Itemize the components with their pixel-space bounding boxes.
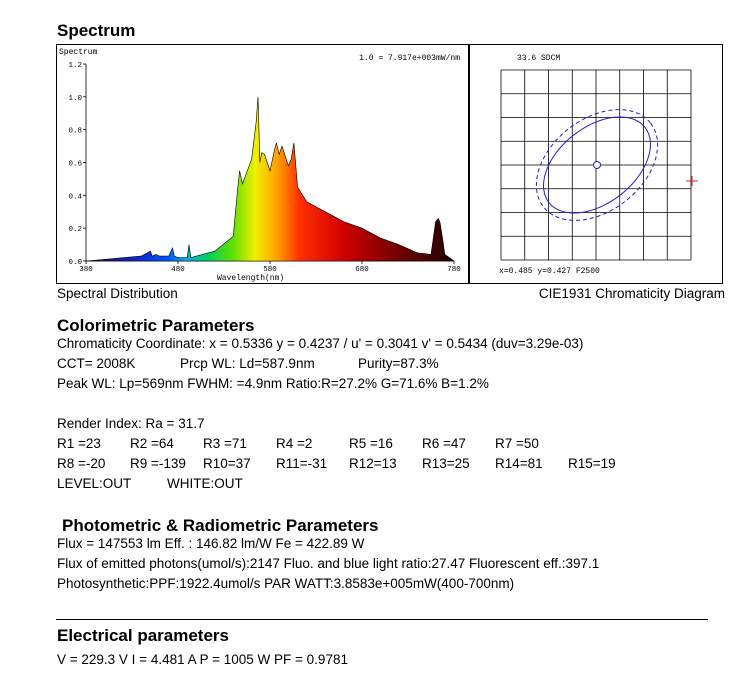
x-tick-label: 380 [79, 266, 93, 274]
y-tick-label: 1.0 [68, 95, 82, 103]
r-value: R3 =71 [203, 436, 247, 451]
prcp-wl-value: Prcp WL: Ld=587.9nm [180, 356, 315, 371]
tolerance-ellipse-outer [535, 109, 659, 221]
y-tick-label: 0.6 [68, 161, 82, 169]
section-divider [56, 619, 708, 620]
peak-wl-line: Peak WL: Lp=569nm FWHM: =4.9nm Ratio:R=2… [57, 376, 489, 391]
photon-line: Flux of emitted photons(umol/s):2147 Flu… [57, 556, 600, 571]
electrical-heading: Electrical parameters [57, 626, 229, 645]
tolerance-ellipse-inner [543, 116, 651, 214]
r-value: R4 =2 [276, 436, 313, 451]
y-tick-label: 0.8 [68, 128, 82, 136]
measured-point-marker [686, 176, 698, 186]
render-row-1: R1 =23 R2 =64 R3 =71 R4 =2 R5 =16 R6 =47… [57, 436, 737, 454]
photosynthetic-line: Photosynthetic:PPF:1922.4umol/s PAR WATT… [57, 576, 515, 591]
x-axis-label: Wavelength(nm) [217, 274, 285, 283]
render-row-2: R8 =-20 R9 =-139 R10=37 R11=-31 R12=13 R… [57, 456, 737, 474]
spectrum-chart: 0.0 0.2 0.4 0.6 0.8 1.0 1.2 380 480 580 680 780 [68, 62, 461, 274]
photometric-heading: Photometric & Radiometric Parameters [62, 516, 379, 535]
level-status: LEVEL:OUT [57, 476, 132, 491]
scale-note: 1.0 = 7.917e+003mW/nm [359, 54, 460, 63]
cie-grid [500, 69, 692, 261]
spectrum-caption: Spectral Distribution [57, 286, 178, 301]
spectrum-plot-label: Spectrum [59, 48, 98, 57]
cie-title: 33.6 SDCM [517, 54, 561, 63]
chromaticity-line: Chromaticity Coordinate: x = 0.5336 y = … [57, 336, 584, 351]
cct-value: CCT= 2008K [57, 356, 136, 371]
electrical-line: V = 229.3 V I = 4.481 A P = 1005 W PF = … [57, 652, 348, 667]
r-value: R5 =16 [349, 436, 393, 451]
x-tick-label: 480 [171, 266, 185, 274]
cie-panel: 33.6 SDCM x=0.485 y=0.427 F2500 [469, 44, 723, 284]
cie-caption: CIE1931 Chromaticity Diagram [538, 286, 725, 301]
x-tick-label: 680 [355, 266, 369, 274]
y-tick-label: 0.0 [68, 259, 82, 267]
render-index: Render Index: Ra = 31.7 [57, 416, 205, 431]
spectrum-panel: Spectrum 1.0 = 7.917e+003mW/nm 0.0 0.2 0.4… [56, 44, 469, 284]
r-value: R7 =50 [495, 436, 539, 451]
spectrum-area [85, 96, 455, 262]
r-value: R9 =-139 [130, 456, 186, 471]
cie-readout: x=0.485 y=0.427 F2500 [499, 267, 600, 276]
r-value: R6 =47 [422, 436, 466, 451]
white-status: WHITE:OUT [167, 476, 243, 491]
r-value: R12=13 [349, 456, 397, 471]
y-tick-label: 0.2 [68, 226, 82, 234]
r-value: R1 =23 [57, 436, 101, 451]
r-value: R14=81 [495, 456, 543, 471]
x-tick-label: 780 [447, 266, 461, 274]
r-value: R8 =-20 [57, 456, 106, 471]
target-point [593, 161, 601, 169]
r-value: R10=37 [203, 456, 251, 471]
r-value: R11=-31 [276, 456, 328, 471]
y-tick-label: 0.4 [68, 193, 82, 201]
colorimetric-heading: Colorimetric Parameters [57, 316, 255, 335]
spectrum-heading: Spectrum [57, 21, 136, 40]
cie-diagram [500, 69, 698, 261]
flux-line: Flux = 147553 lm Eff. : 146.82 lm/W Fe =… [57, 536, 365, 551]
r-value: R2 =64 [130, 436, 174, 451]
x-tick-label: 580 [263, 266, 277, 274]
r-value: R13=25 [422, 456, 470, 471]
purity-value: Purity=87.3% [358, 356, 439, 371]
r-value: R15=19 [568, 456, 616, 471]
y-tick-label: 1.2 [68, 62, 82, 70]
